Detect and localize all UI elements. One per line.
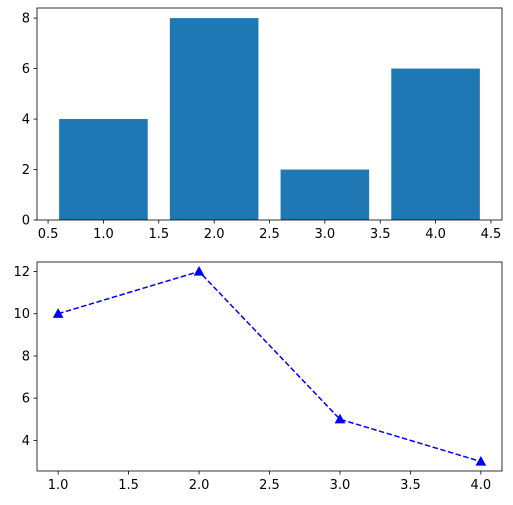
- y-tick-label: 12: [13, 265, 30, 280]
- y-tick-label: 6: [22, 62, 30, 77]
- point-marker: [334, 413, 346, 424]
- line-chart-axes: 1.0 1.5 2.0 2.5 3.0 3.5 4.0 4 6 8 10 12: [13, 261, 503, 493]
- bar-chart-axes: 0.5 1.0 1.5 2.0 2.5 3.0 3.5 4.0 4.5 0 2 4 6 8: [22, 7, 503, 242]
- x-tick-label: 3.0: [315, 227, 336, 242]
- x-tick-label: 1.0: [48, 478, 69, 493]
- axes-frame: [36, 261, 503, 472]
- x-tick-label: 3.5: [370, 227, 391, 242]
- series-line: [57, 270, 482, 463]
- bar: [391, 68, 480, 220]
- x-tick-label: 2.5: [259, 478, 280, 493]
- x-tick-label: 2.0: [204, 227, 225, 242]
- y-tick-label: 4: [22, 434, 30, 449]
- bar: [280, 169, 370, 220]
- x-tick-label: 1.5: [118, 478, 139, 493]
- x-tick-label: 3.5: [400, 478, 421, 493]
- x-tick-label: 2.5: [259, 227, 280, 242]
- x-tick-label: 2.0: [189, 478, 210, 493]
- x-tick-label: 4.0: [471, 478, 492, 493]
- x-tick-label: 0.5: [38, 227, 59, 242]
- y-tick-label: 10: [13, 307, 30, 322]
- x-tick-label: 4.5: [481, 227, 502, 242]
- y-tick-label: 8: [22, 12, 30, 27]
- x-tick-label: 1.5: [148, 227, 169, 242]
- y-tick-label: 8: [22, 349, 30, 364]
- x-tick-label: 1.0: [93, 227, 114, 242]
- x-tick-label: 3.0: [330, 478, 351, 493]
- point-marker: [193, 265, 205, 276]
- y-tick-label: 2: [22, 163, 30, 178]
- bar: [59, 119, 148, 220]
- y-tick-label: 4: [22, 113, 30, 128]
- point-marker: [475, 455, 487, 466]
- y-tick-label: 0: [22, 214, 30, 229]
- y-tick-label: 6: [22, 392, 30, 407]
- point-marker: [52, 308, 64, 318]
- x-tick-label: 4.0: [425, 227, 446, 242]
- bar: [169, 18, 259, 220]
